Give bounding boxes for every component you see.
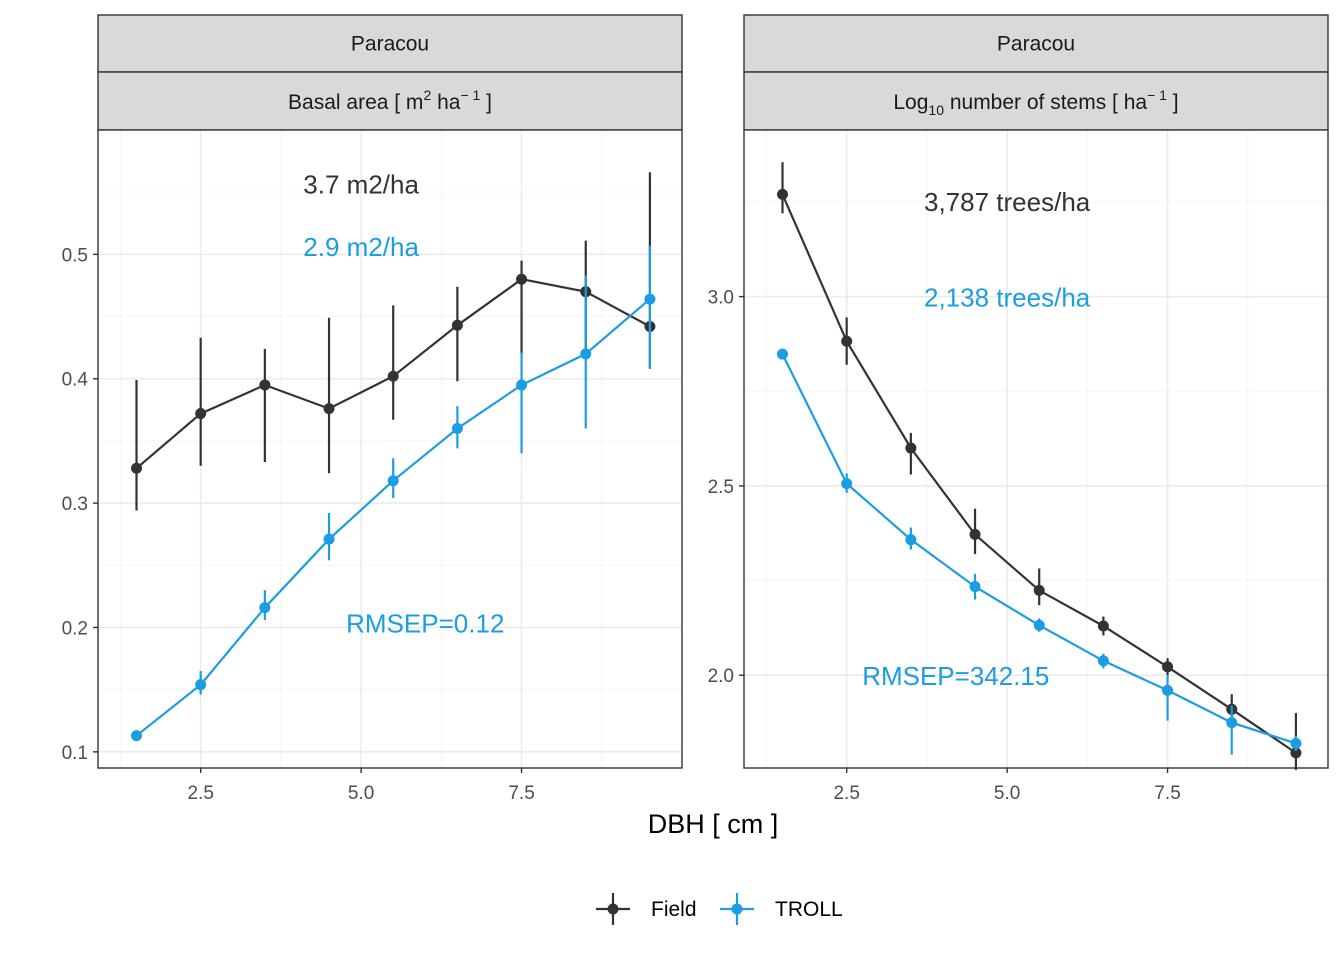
- data-point: [387, 475, 399, 487]
- legend-item-field: Field: [596, 893, 697, 925]
- data-point: [841, 335, 853, 347]
- annotation-label: 3.7 m2/ha: [303, 170, 419, 200]
- data-point: [195, 679, 207, 691]
- data-point: [905, 534, 917, 546]
- y-tick-label: 0.3: [62, 494, 88, 515]
- data-point: [1290, 737, 1302, 749]
- strip-bottom-box: [97, 71, 683, 131]
- data-point: [451, 422, 463, 434]
- strip-label-part: Log: [893, 91, 928, 114]
- series-field: [777, 162, 1302, 770]
- data-point: [777, 348, 789, 360]
- x-tick-label: 7.5: [508, 783, 534, 804]
- strip-label-part: 10: [928, 102, 944, 118]
- data-point: [451, 319, 463, 331]
- strip-label-part: 2: [423, 87, 431, 103]
- data-point: [777, 188, 789, 200]
- strip-label-part: − 1: [1147, 87, 1167, 103]
- data-point: [969, 528, 981, 540]
- y-tick-label: 3.0: [708, 288, 734, 309]
- strip-label-part: ]: [1167, 91, 1179, 114]
- x-axis-title: DBH [ cm ]: [648, 809, 779, 839]
- strip-label-part: number of stems [ ha: [944, 91, 1147, 114]
- strip-label-part: − 1: [460, 87, 480, 103]
- plot-border: [97, 129, 683, 769]
- data-point: [1290, 747, 1302, 759]
- y-tick-label: 2.5: [708, 477, 734, 498]
- data-point: [516, 273, 528, 285]
- data-point: [323, 533, 335, 545]
- y-tick-label: 0.1: [62, 743, 88, 764]
- plot-background: [98, 130, 682, 768]
- legend-key-point: [607, 903, 619, 915]
- annotation-label: 3,787 trees/ha: [924, 187, 1091, 217]
- strip-bottom-label: Basal area [ m2 ha− 1 ]: [288, 87, 492, 114]
- data-point: [1033, 619, 1045, 631]
- strip-label-part: ha: [431, 91, 461, 114]
- x-tick-label: 5.0: [994, 783, 1020, 804]
- x-tick-label: 2.5: [187, 783, 213, 804]
- legend: Field TROLL: [596, 893, 843, 925]
- plot-background: [744, 130, 1328, 768]
- data-point: [1162, 684, 1174, 696]
- strip-label-part: Basal area [ m: [288, 91, 423, 114]
- data-point: [1097, 655, 1109, 667]
- data-point: [1162, 661, 1174, 673]
- panel-2: Paracou Log10 number of stems [ ha− 1 ] 3,…: [708, 14, 1329, 804]
- data-point: [1033, 584, 1045, 596]
- strip-top-box: [97, 14, 683, 73]
- y-tick-label: 0.2: [62, 618, 88, 639]
- strip-bottom-box: [743, 71, 1329, 131]
- data-point: [905, 442, 917, 454]
- legend-label: TROLL: [775, 898, 843, 921]
- y-tick-label: 0.4: [62, 370, 89, 391]
- data-point: [131, 462, 143, 474]
- strip-bottom-label: Log10 number of stems [ ha− 1 ]: [893, 87, 1178, 118]
- series-troll: [131, 245, 656, 742]
- series-troll: [777, 348, 1302, 755]
- x-tick-label: 5.0: [348, 783, 374, 804]
- legend-label: Field: [651, 898, 697, 921]
- legend-item-troll: TROLL: [720, 893, 843, 925]
- x-tick-label: 2.5: [833, 783, 859, 804]
- strip-label-part: ]: [480, 91, 492, 114]
- panel-1: Paracou Basal area [ m2 ha− 1 ] 3.7 m2/ha 2…: [62, 14, 683, 804]
- x-tick-label: 7.5: [1154, 783, 1180, 804]
- y-tick-label: 2.0: [708, 666, 734, 687]
- annotation-label: 2,138 trees/ha: [924, 282, 1091, 312]
- data-point: [969, 581, 981, 593]
- data-point: [259, 379, 271, 391]
- annotation-label: RMSEP=342.15: [862, 661, 1049, 691]
- data-point: [195, 408, 207, 420]
- data-point: [1097, 620, 1109, 632]
- data-point: [516, 379, 528, 391]
- data-point: [841, 478, 853, 490]
- annotation-label: 2.9 m2/ha: [303, 232, 419, 262]
- legend-key-point: [731, 903, 743, 915]
- data-point: [580, 348, 592, 360]
- data-point: [323, 403, 335, 415]
- data-point: [1226, 717, 1238, 729]
- data-point: [131, 730, 143, 742]
- data-point: [387, 370, 399, 382]
- strip-top-label: Paracou: [997, 33, 1075, 56]
- strip-top-label: Paracou: [351, 33, 429, 56]
- annotation-label: RMSEP=0.12: [346, 609, 504, 639]
- y-tick-label: 0.5: [62, 245, 88, 266]
- data-point: [259, 602, 271, 614]
- data-point: [644, 293, 656, 305]
- plot-border: [743, 129, 1329, 769]
